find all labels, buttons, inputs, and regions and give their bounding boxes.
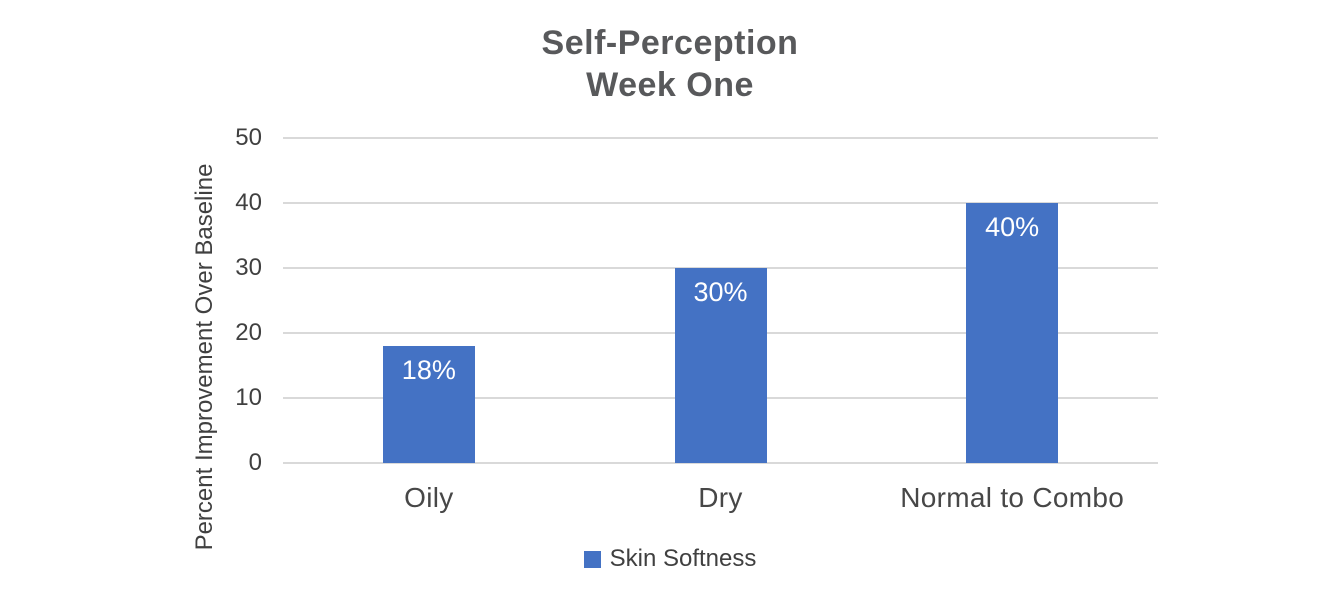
bar-data-label: 30% (693, 277, 748, 307)
plot-area: 18% 30% 40% (283, 137, 1158, 464)
xcat-label-dry: Dry (698, 482, 743, 513)
bar-data-label: 18% (401, 355, 456, 385)
ytick-label-40: 40 (235, 189, 262, 216)
gridline-y-40 (283, 202, 1158, 204)
bar-normal-to-combo: 40% (966, 203, 1059, 463)
gridline-y-50 (283, 137, 1158, 139)
bar-oily: 18% (382, 346, 475, 463)
chart-title-line1: Self-Perception (541, 24, 799, 62)
ytick-label-0: 0 (248, 449, 262, 476)
ytick-label-20: 20 (235, 319, 262, 346)
bar-data-label: 40% (985, 212, 1040, 242)
ytick-label-50: 50 (235, 124, 262, 151)
chart-title: Self-Perception Week One (0, 22, 1340, 106)
gridline-y-0 (283, 462, 1158, 464)
xcat-label-oily: Oily (404, 482, 454, 513)
legend-swatch-icon (583, 550, 601, 568)
ytick-label-30: 30 (235, 254, 262, 281)
ytick-label-10: 10 (235, 384, 262, 411)
xcat-label-normal-to-combo: Normal to Combo (900, 482, 1125, 513)
chart-title-line2: Week One (586, 66, 754, 104)
legend: Skin Softness (0, 545, 1340, 573)
bar-dry: 30% (674, 268, 767, 463)
legend-label: Skin Softness (609, 545, 757, 572)
